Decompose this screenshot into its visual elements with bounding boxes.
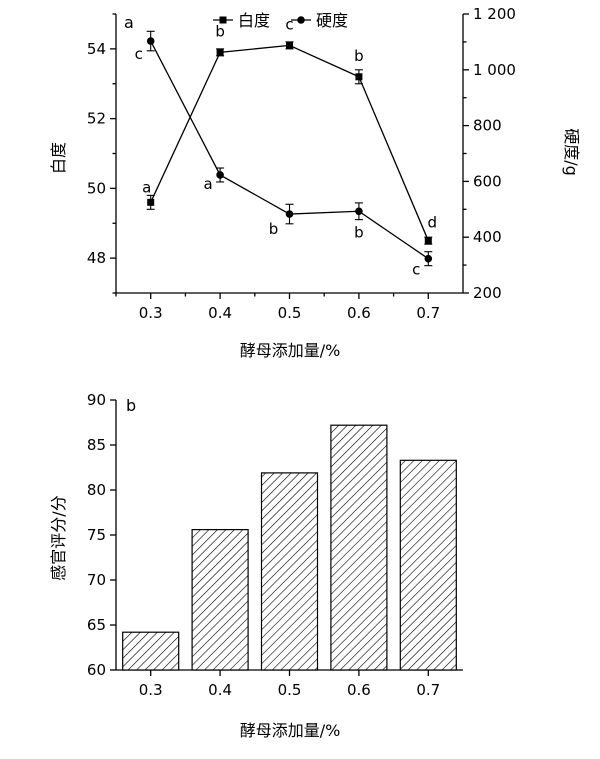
series-a: a b c b d c a b b c <box>135 15 437 278</box>
significance-label: b <box>354 47 364 65</box>
x-tick-label-a: 0.4 <box>208 304 232 322</box>
significance-label: d <box>428 214 438 232</box>
significance-label: b <box>269 220 279 238</box>
right-tick-label-a: 1 000 <box>473 61 516 79</box>
data-point-hardness <box>285 210 294 218</box>
significance-label: b <box>215 22 225 40</box>
x-tick-label-b: 0.6 <box>347 681 371 699</box>
x-tick-label-a: 0.3 <box>139 304 163 322</box>
x-axis-label-a: 酵母添加量/% <box>240 341 341 360</box>
y-tick-label-b: 85 <box>87 436 106 454</box>
significance-label: b <box>354 223 364 241</box>
right-tick-label-a: 1 200 <box>473 5 516 23</box>
series-line-hardness <box>150 40 429 260</box>
y-tick-label-b: 70 <box>87 571 106 589</box>
bars-b <box>122 424 457 671</box>
y-tick-label-b: 80 <box>87 481 106 499</box>
y-tick-label-b: 65 <box>87 616 106 634</box>
x-tick-label-a: 0.7 <box>416 304 440 322</box>
right-tick-label-a: 800 <box>473 117 502 135</box>
legend-label-hardness: 硬度 <box>316 11 348 30</box>
panel-label-b: b <box>126 396 136 415</box>
y-tick-label-b: 60 <box>87 661 106 679</box>
y-tick-label-b: 75 <box>87 526 106 544</box>
left-axis-label-a: 白度 <box>49 142 68 174</box>
right-tick-label-a: 200 <box>473 284 502 302</box>
right-axis-label-a: 硬度/g <box>562 128 581 176</box>
significance-label: a <box>142 178 151 196</box>
data-point-whiteness <box>147 198 155 206</box>
data-point-whiteness <box>355 73 363 81</box>
left-tick-label-a: 50 <box>87 179 106 197</box>
right-tick-label-a: 600 <box>473 172 502 190</box>
data-point-hardness <box>146 37 155 45</box>
significance-label: c <box>412 261 420 279</box>
data-point-whiteness <box>216 48 224 56</box>
data-point-whiteness <box>424 237 432 245</box>
data-point-hardness <box>424 254 433 263</box>
x-tick-label-b: 0.5 <box>278 681 302 699</box>
x-tick-label-a: 0.6 <box>347 304 371 322</box>
left-tick-label-a: 52 <box>87 110 106 128</box>
significance-label: a <box>203 175 212 193</box>
bar <box>122 631 180 671</box>
panel-label-a: a <box>124 13 134 32</box>
data-point-hardness <box>216 171 224 179</box>
x-axis-label-b: 酵母添加量/% <box>240 721 341 740</box>
significance-label: c <box>285 15 293 33</box>
x-tick-label-a: 0.5 <box>278 304 302 322</box>
data-point-whiteness <box>286 41 293 49</box>
x-tick-label-b: 0.3 <box>139 681 163 699</box>
bar <box>191 528 249 671</box>
legend-square-marker <box>219 16 227 24</box>
legend-circle-marker <box>297 16 305 24</box>
right-tick-label-a: 400 <box>473 228 502 246</box>
significance-label: c <box>135 45 143 63</box>
x-tick-label-b: 0.7 <box>416 681 440 699</box>
chart-a: a 白度 硬度 0.3 0.4 0.5 0.6 0.7 48 50 52 54 200 400 600… <box>49 5 581 360</box>
legend: 白度 硬度 <box>213 11 348 30</box>
data-point-hardness <box>355 207 363 216</box>
axes-a: 0.3 0.4 0.5 0.6 0.7 48 50 52 54 200 400 600 800 1 000… <box>87 5 516 322</box>
left-tick-label-a: 48 <box>87 249 106 267</box>
left-tick-label-a: 54 <box>87 40 106 58</box>
bar <box>330 424 388 671</box>
y-axis-label-b: 感官评分/分 <box>49 495 68 580</box>
x-tick-label-b: 0.4 <box>208 681 232 699</box>
bar <box>260 472 319 671</box>
legend-label-whiteness: 白度 <box>238 11 270 30</box>
bar <box>399 459 457 671</box>
y-tick-label-b: 90 <box>87 391 106 409</box>
